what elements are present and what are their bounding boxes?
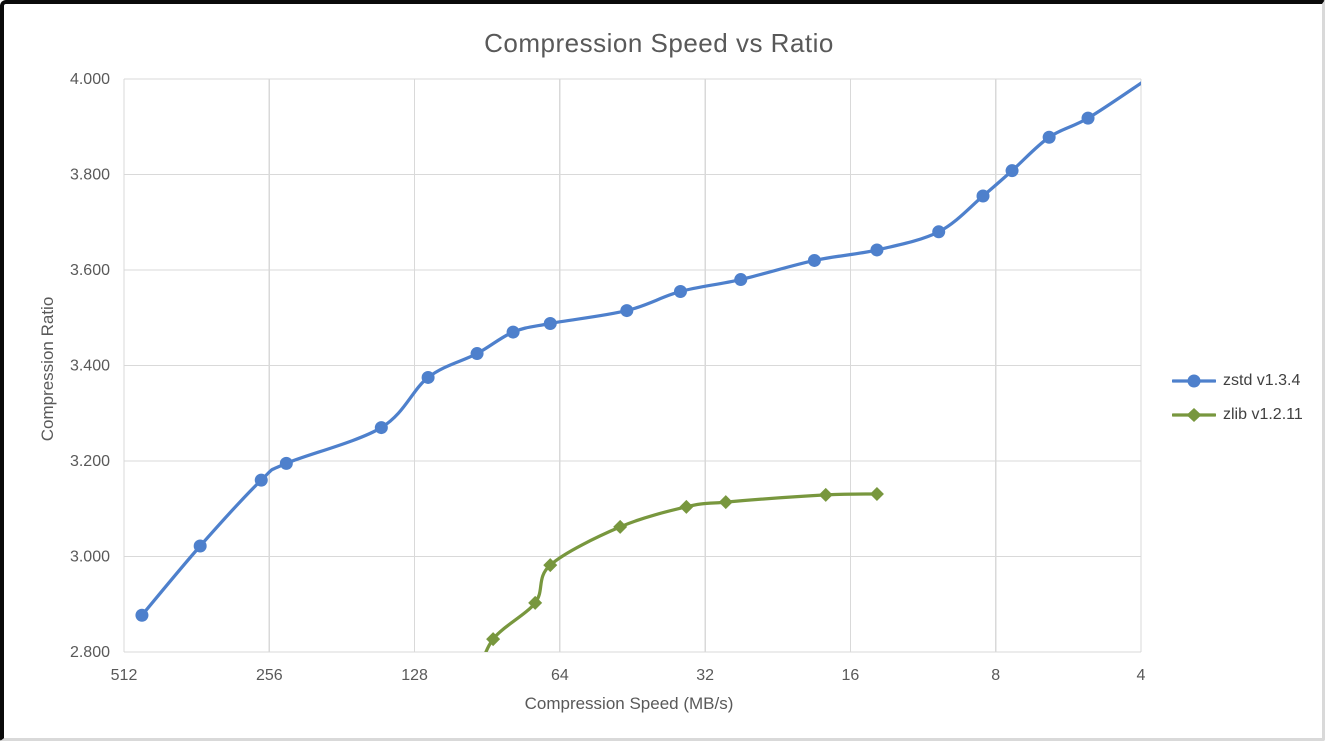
zstd-marker xyxy=(1042,130,1056,144)
y-tick-label: 2.800 xyxy=(70,644,110,661)
zstd-marker xyxy=(734,273,748,287)
x-tick-label: 512 xyxy=(111,667,138,684)
zstd-marker xyxy=(673,284,687,298)
y-tick-label: 3.400 xyxy=(70,358,110,375)
zstd-marker xyxy=(279,456,293,470)
plot-area: 512 256 128 64 32 16 8 4 2.800 3.000 3.200 3.400 3.6… xyxy=(70,71,1146,684)
x-tick-label: 64 xyxy=(551,667,569,684)
zstd-marker xyxy=(976,189,990,203)
x-tick-label: 256 xyxy=(256,667,283,684)
legend-item-zlib: zlib v1.2.11 xyxy=(1172,406,1303,424)
legend-label-zlib: zlib v1.2.11 xyxy=(1223,406,1303,423)
zlib-marker xyxy=(869,486,884,501)
x-tick-label: 32 xyxy=(696,667,714,684)
zlib-marker xyxy=(818,487,833,502)
zstd-marker xyxy=(870,243,884,257)
zstd-marker xyxy=(470,347,484,361)
zlib-marker xyxy=(718,495,733,510)
zstd-marker xyxy=(193,539,207,553)
zlib-marker xyxy=(486,632,501,647)
zlib-marker xyxy=(543,558,558,573)
x-tick-label: 4 xyxy=(1137,667,1146,684)
zstd-marker xyxy=(254,473,268,487)
x-tick-label: 16 xyxy=(842,667,860,684)
zstd-marker xyxy=(374,421,388,435)
zstd-marker xyxy=(1081,111,1095,125)
zstd-marker xyxy=(421,370,435,384)
zstd-marker xyxy=(807,253,821,267)
x-axis-title: Compression Speed (MB/s) xyxy=(524,694,734,713)
legend-item-zstd: zstd v1.3.4 xyxy=(1172,372,1303,390)
zstd-marker xyxy=(506,325,520,339)
chart-title: Compression Speed vs Ratio xyxy=(484,28,834,58)
legend-marker-zstd-icon xyxy=(1172,374,1216,388)
legend: zstd v1.3.4 zlib v1.2.11 xyxy=(1172,372,1303,424)
zlib-marker xyxy=(613,519,628,534)
zstd-marker xyxy=(543,316,557,330)
zstd-marker xyxy=(932,225,946,239)
zstd-marker xyxy=(135,608,149,622)
x-tick-label: 8 xyxy=(991,667,1000,684)
zstd-marker xyxy=(620,304,634,318)
y-axis-title: Compression Ratio xyxy=(38,296,57,442)
y-tick-label: 4.000 xyxy=(70,71,110,88)
y-tick-label: 3.000 xyxy=(70,549,110,566)
x-tick-label: 128 xyxy=(401,667,428,684)
zlib-marker xyxy=(679,499,694,514)
y-tick-label: 3.600 xyxy=(70,262,110,279)
legend-label-zstd: zstd v1.3.4 xyxy=(1223,372,1301,389)
legend-marker-zlib-icon xyxy=(1172,408,1216,422)
zstd-line xyxy=(140,81,1141,617)
zlib-marker xyxy=(528,595,543,610)
y-tick-label: 3.200 xyxy=(70,453,110,470)
y-tick-label: 3.800 xyxy=(70,167,110,184)
zstd-marker xyxy=(1005,164,1019,178)
